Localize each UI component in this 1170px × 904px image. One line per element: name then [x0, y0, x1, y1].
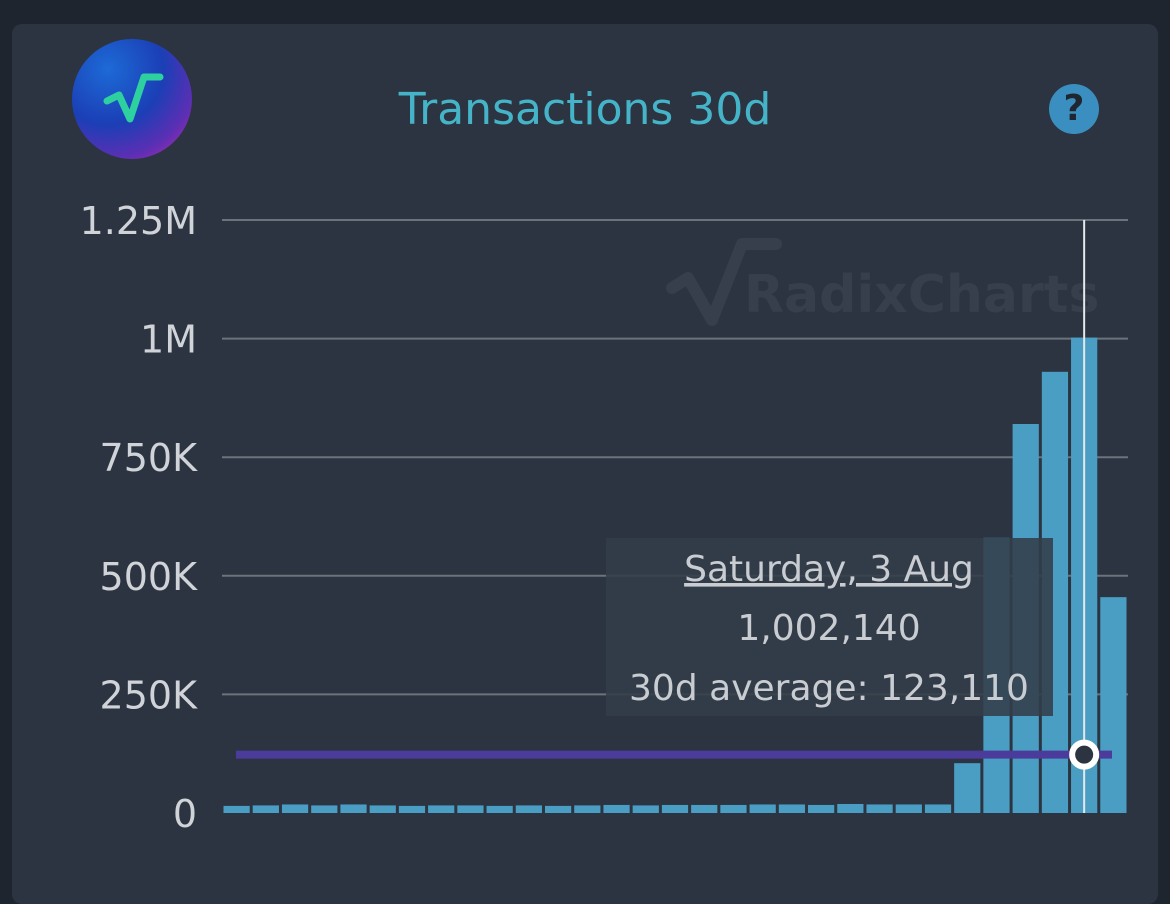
transactions-chart: 0 250K 500K 750K 1M 1.25M RadixCharts Saturday,… [80, 199, 1128, 836]
bar [544, 805, 572, 813]
radix-sqrt-logo-icon[interactable] [72, 39, 192, 159]
watermark-sqrt-icon [666, 238, 782, 326]
bar [311, 805, 338, 813]
bar [369, 805, 396, 813]
bar [632, 805, 659, 813]
bar [720, 804, 747, 813]
chart-title: Transactions 30d [398, 84, 772, 135]
bar [457, 805, 484, 813]
y-tick-label: 1.25M [80, 199, 197, 243]
bar [749, 804, 776, 813]
bar [486, 805, 513, 813]
question-icon[interactable]: ? [1049, 84, 1099, 134]
bar [515, 805, 542, 813]
bar [866, 804, 893, 813]
bar [808, 804, 835, 813]
bar [837, 803, 864, 813]
tooltip-box [606, 538, 1053, 716]
hover-marker[interactable] [1069, 739, 1100, 770]
bar [398, 805, 426, 813]
bar [1100, 597, 1127, 813]
y-tick-label: 500K [100, 555, 199, 599]
bar [281, 804, 309, 813]
watermark-text: RadixCharts [744, 265, 1099, 325]
y-tick-label: 250K [100, 673, 199, 717]
bar [252, 805, 279, 813]
y-tick-label: 1M [140, 318, 197, 362]
bar [574, 805, 601, 813]
bar [603, 804, 630, 813]
bar [924, 804, 952, 813]
bar [778, 804, 806, 813]
bar [954, 763, 981, 813]
bar [428, 805, 455, 813]
logo-glyph [103, 73, 164, 123]
bar [340, 804, 367, 813]
bar [661, 804, 689, 813]
tooltip-average: 30d average: 123,110 [629, 668, 1029, 709]
bar [895, 804, 922, 813]
bar [691, 804, 718, 813]
y-tick-label: 750K [100, 436, 199, 480]
bar [223, 805, 250, 813]
y-tick-label: 0 [173, 792, 197, 836]
tooltip-value: 1,002,140 [737, 608, 920, 649]
tooltip-date: Saturday, 3 Aug [684, 549, 974, 590]
